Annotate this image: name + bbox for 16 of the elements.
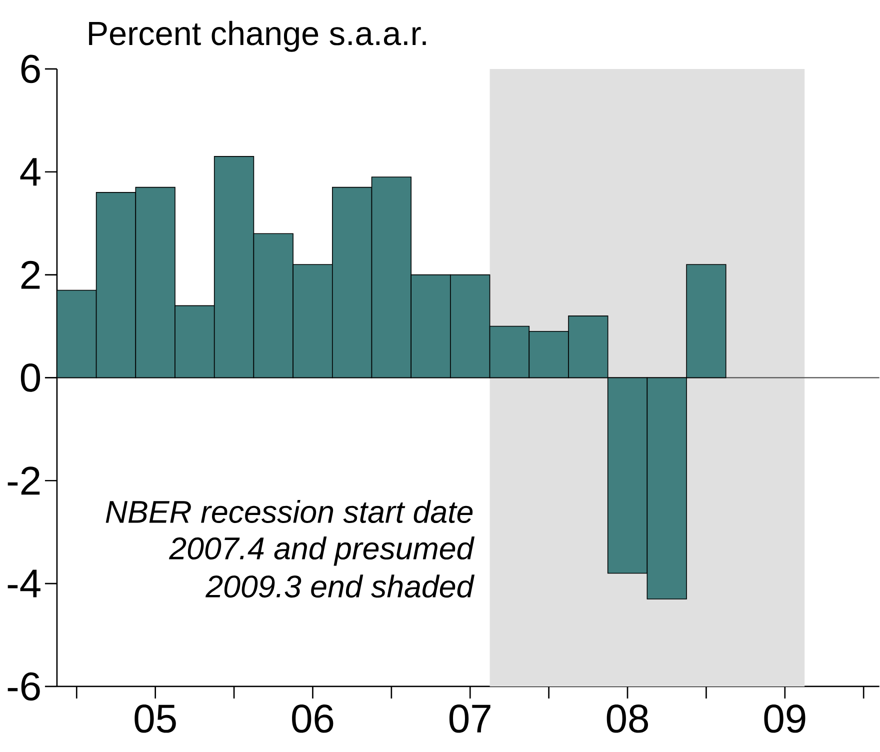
x-tick-label: 06	[292, 704, 334, 733]
y-tick-label: 6	[21, 54, 40, 83]
y-tick-label: -6	[8, 672, 40, 700]
annotation: NBER recession start date	[106, 500, 473, 523]
y-tick-label: 2	[21, 260, 40, 289]
y-tick-label: -2	[8, 466, 40, 494]
x-tick-label: 08	[606, 704, 648, 733]
x-tick-label: 07	[449, 704, 490, 733]
y-tick-label: 4	[20, 158, 40, 186]
x-tick-label: 09	[764, 704, 806, 733]
annotation: 2009.3 end shaded	[205, 574, 475, 598]
y-tick-label: 0	[20, 363, 40, 392]
y-axis-title: Percent change s.a.a.r.	[89, 20, 426, 52]
x-tick-label: 05	[134, 704, 176, 733]
y-tick-label: -4	[8, 570, 40, 598]
annotation: 2007.4 and presumed	[168, 536, 475, 566]
